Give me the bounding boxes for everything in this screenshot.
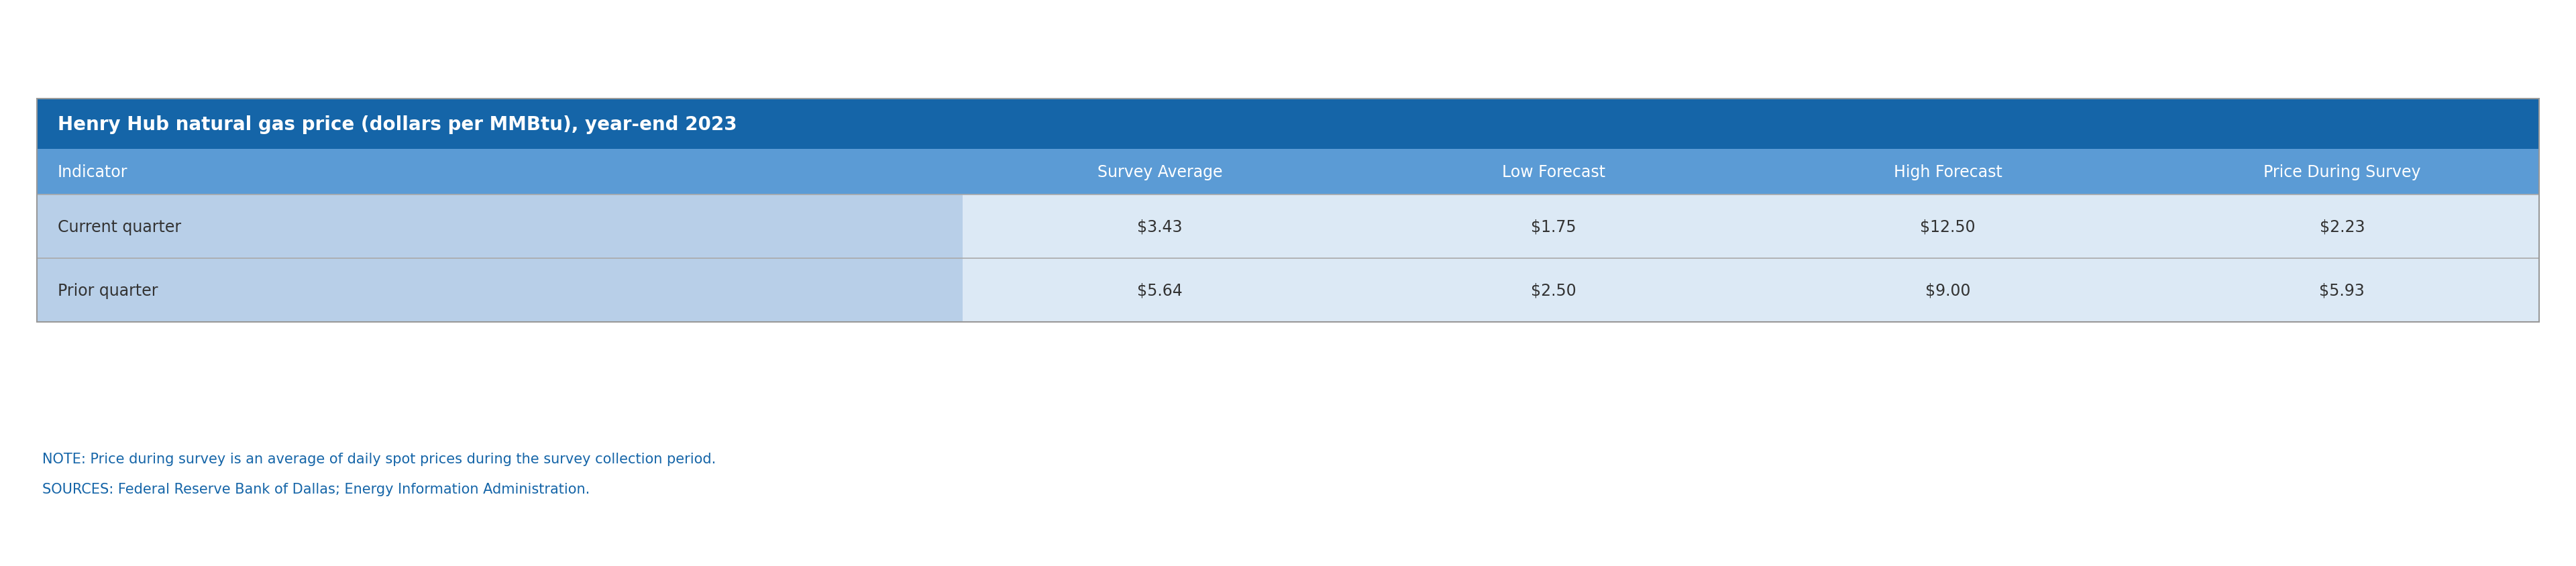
Text: $1.75: $1.75	[1530, 218, 1577, 235]
Text: $3.43: $3.43	[1136, 218, 1182, 235]
Text: SOURCES: Federal Reserve Bank of Dallas; Energy Information Administration.: SOURCES: Federal Reserve Bank of Dallas;…	[41, 482, 590, 496]
Text: $2.50: $2.50	[1530, 282, 1577, 298]
Text: Current quarter: Current quarter	[57, 218, 180, 235]
Text: Prior quarter: Prior quarter	[57, 282, 157, 298]
Text: Low Forecast: Low Forecast	[1502, 164, 1605, 180]
Text: Survey Average: Survey Average	[1097, 164, 1224, 180]
Text: Price During Survey: Price During Survey	[2264, 164, 2421, 180]
Text: Henry Hub natural gas price (dollars per MMBtu), year-end 2023: Henry Hub natural gas price (dollars per…	[57, 115, 737, 134]
Text: NOTE: Price during survey is an average of daily spot prices during the survey c: NOTE: Price during survey is an average …	[41, 452, 716, 465]
Text: $12.50: $12.50	[1919, 218, 1976, 235]
Text: High Forecast: High Forecast	[1893, 164, 2002, 180]
Text: $2.23: $2.23	[2318, 218, 2365, 235]
Text: $9.00: $9.00	[1924, 282, 1971, 298]
Text: Indicator: Indicator	[57, 164, 129, 180]
Text: $5.93: $5.93	[2318, 282, 2365, 298]
Text: $5.64: $5.64	[1136, 282, 1182, 298]
Bar	[36, 99, 2540, 149]
Bar	[36, 149, 2540, 195]
